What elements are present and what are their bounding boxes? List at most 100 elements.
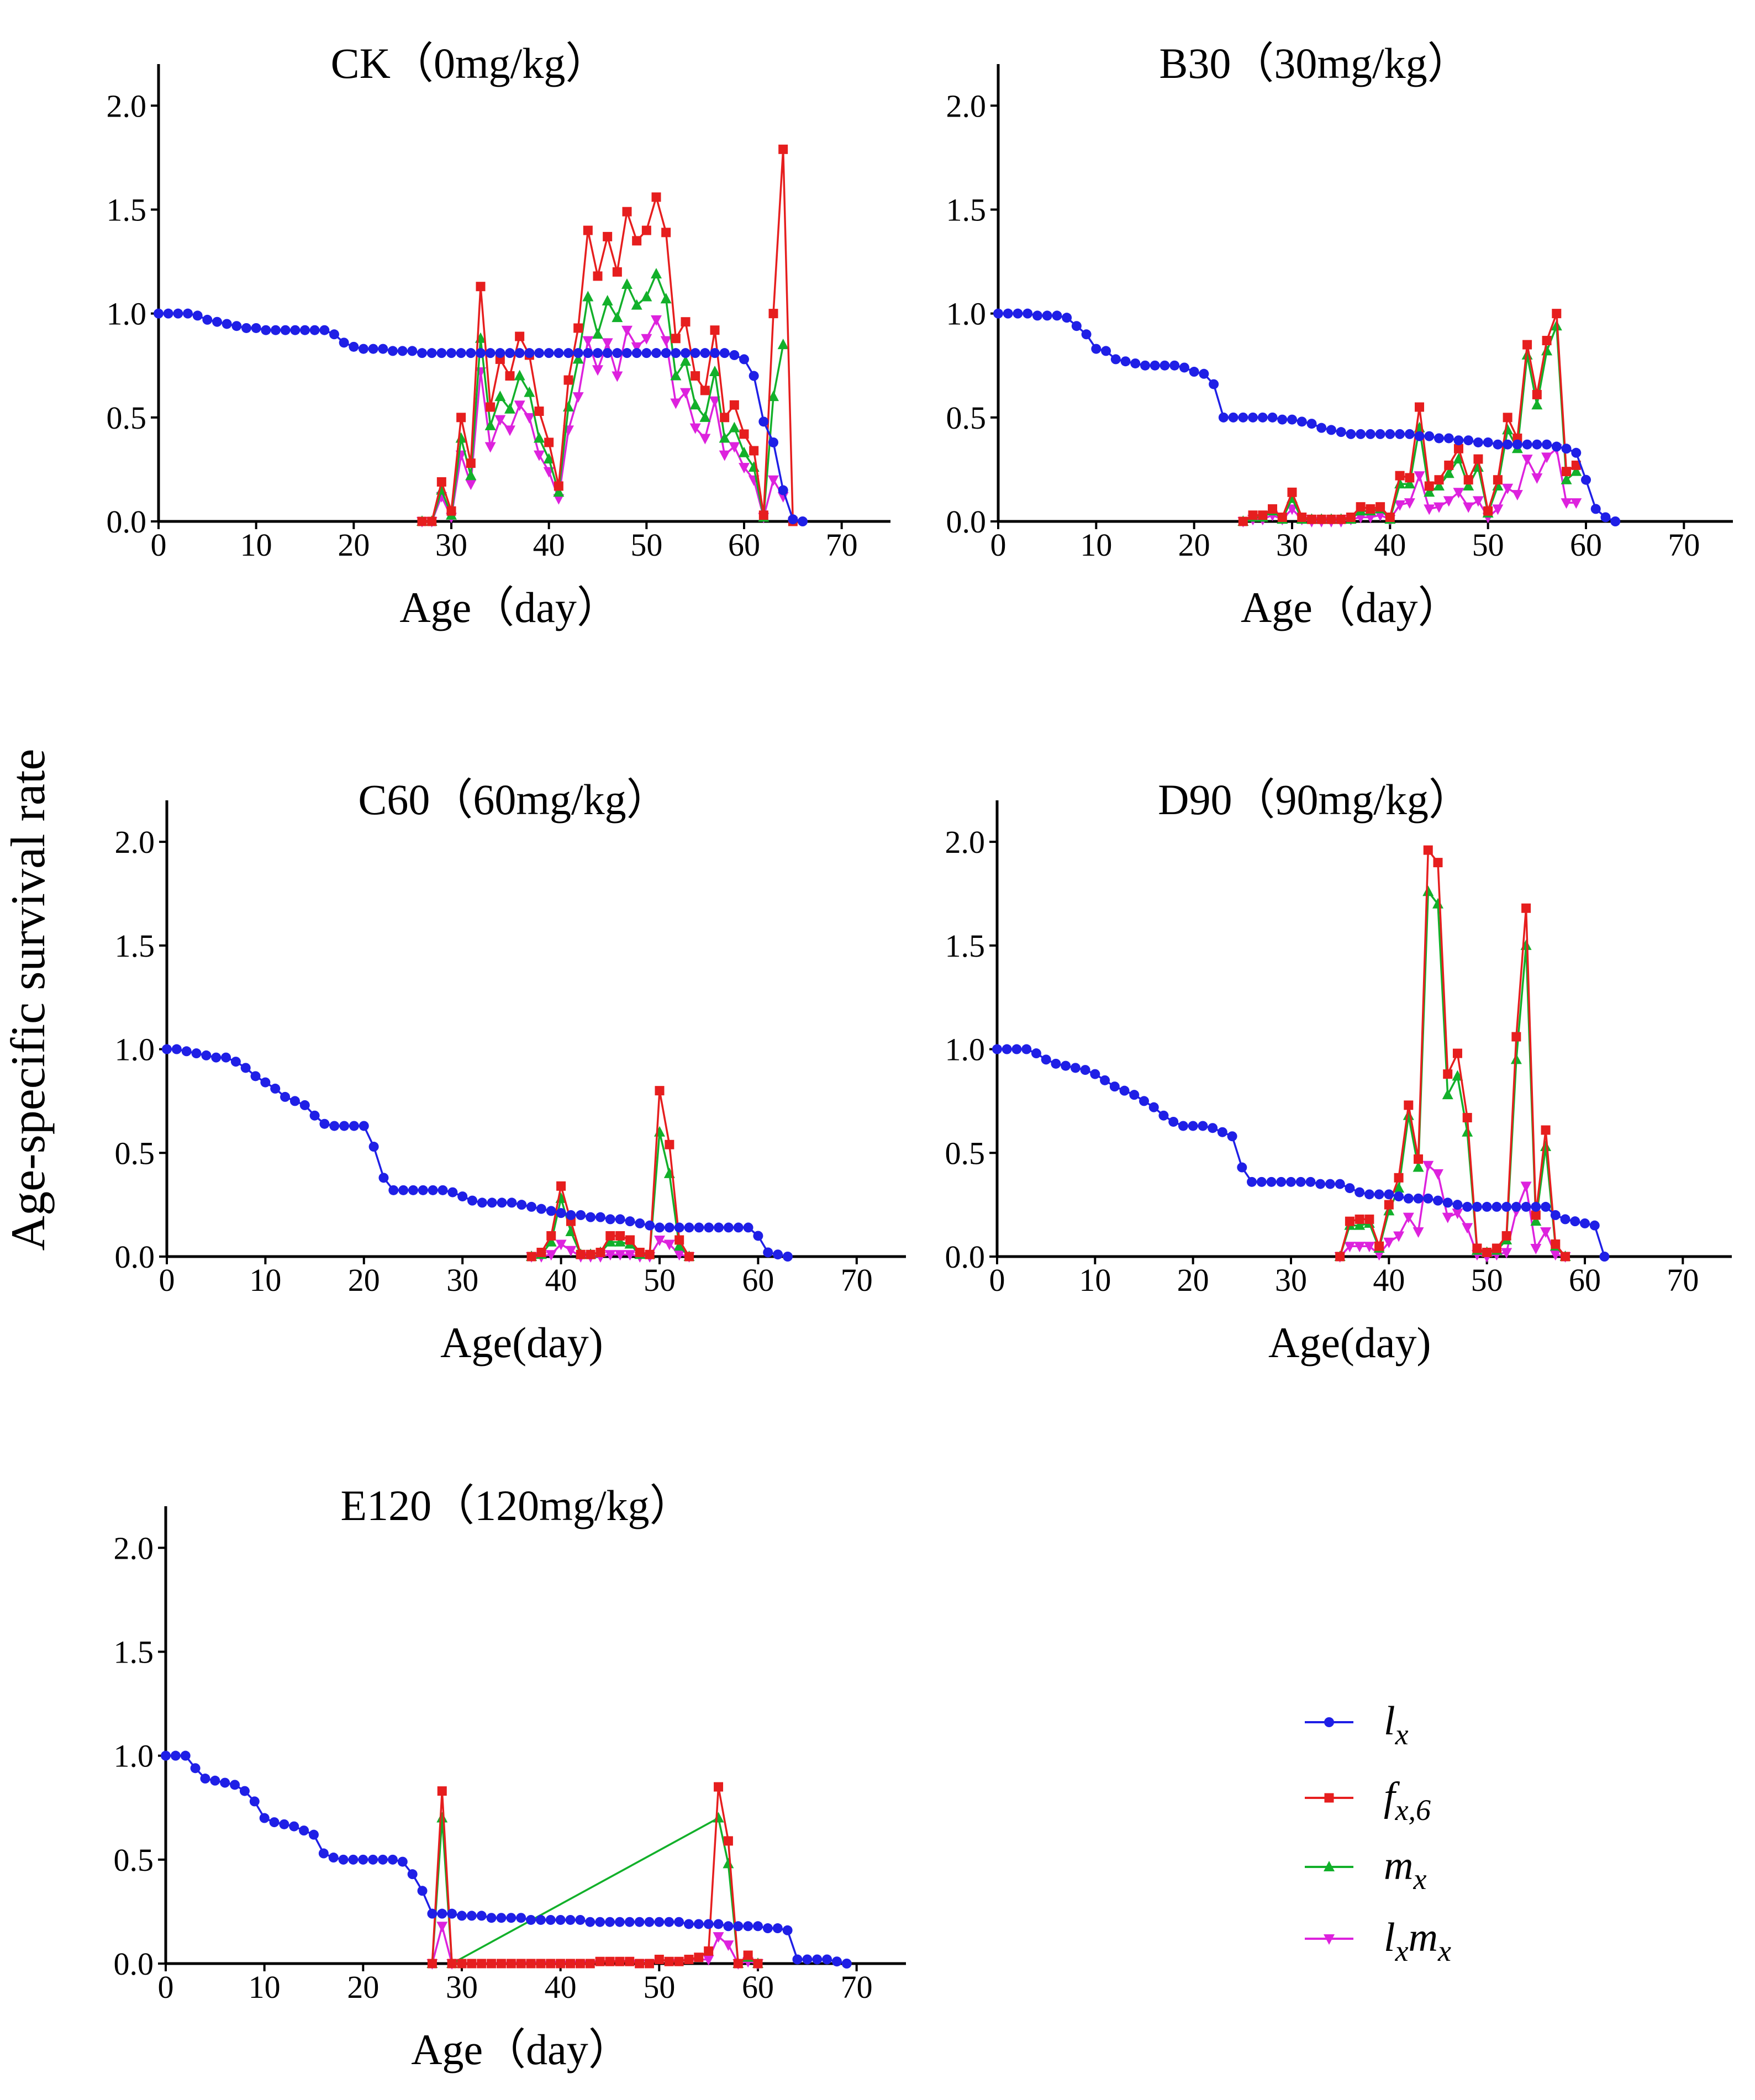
point-lxmx	[514, 400, 525, 411]
point-lx	[1267, 412, 1278, 423]
point-lx	[1199, 368, 1209, 379]
point-lx	[704, 1222, 714, 1233]
point-lx	[1238, 412, 1248, 423]
point-lx	[1042, 310, 1052, 321]
series-fx6	[1238, 309, 1581, 526]
point-lx	[1403, 1193, 1414, 1204]
point-lx	[710, 348, 720, 358]
point-lx	[171, 1044, 182, 1054]
point-lx	[644, 1917, 655, 1927]
point-lx	[1335, 1179, 1345, 1189]
x-tick-label: 0	[151, 527, 167, 563]
point-fx6	[546, 1231, 556, 1241]
point-lx	[1325, 1179, 1335, 1189]
point-lxmx	[689, 423, 701, 434]
point-lx	[1011, 1044, 1022, 1054]
point-lx	[714, 1222, 724, 1233]
point-lx	[1315, 1179, 1326, 1189]
point-mx	[1393, 1182, 1405, 1193]
point-lx	[1227, 1131, 1237, 1142]
point-fx6	[437, 1786, 447, 1796]
point-lx	[841, 1959, 852, 1969]
point-lx	[428, 1185, 438, 1195]
point-lx	[1140, 360, 1150, 371]
y-tick-label: 1.5	[114, 1634, 154, 1670]
point-mx	[1422, 885, 1434, 896]
point-lx	[1599, 1252, 1610, 1262]
point-fx6	[664, 1956, 674, 1966]
point-lx	[349, 341, 359, 352]
point-mx	[723, 1858, 734, 1869]
point-lx	[202, 314, 213, 325]
series-lxmx	[1334, 1160, 1571, 1263]
point-lx	[1355, 1187, 1365, 1197]
point-lx	[624, 1917, 635, 1927]
x-tick-label: 60	[742, 1262, 774, 1298]
point-lx	[546, 1206, 556, 1216]
point-lxmx	[1561, 498, 1572, 509]
point-lx	[555, 1914, 566, 1925]
point-mx	[660, 293, 672, 304]
point-lx	[1531, 1201, 1541, 1212]
point-lx	[241, 323, 251, 333]
point-fx6	[753, 1959, 763, 1969]
point-lx	[1101, 346, 1111, 356]
point-lx	[221, 1052, 231, 1063]
point-lx	[1570, 1216, 1580, 1227]
point-fx6	[665, 1139, 674, 1149]
point-lx	[487, 1197, 497, 1208]
point-lx	[1472, 1201, 1482, 1212]
x-tick-label: 60	[728, 527, 760, 563]
point-lx	[1306, 419, 1317, 429]
panel-title: C60（60mg/kg）	[358, 775, 669, 824]
x-tick-label: 10	[240, 527, 272, 563]
point-lx	[436, 348, 447, 358]
legend-marker	[1324, 1934, 1335, 1945]
x-axis-title: Age（day）	[1241, 583, 1461, 631]
point-fx6	[1268, 504, 1278, 514]
point-lx	[387, 1854, 398, 1865]
point-lxmx	[1531, 473, 1543, 484]
y-axis-title: Age-specific survival rate	[2, 749, 55, 1251]
point-lx	[1541, 1201, 1551, 1212]
point-lx	[1365, 429, 1375, 439]
point-lx	[1483, 437, 1493, 447]
point-lx	[1521, 1201, 1531, 1212]
point-lx	[485, 348, 496, 358]
point-lx	[1032, 310, 1042, 321]
x-tick-label: 50	[630, 527, 662, 563]
point-fx6	[1336, 514, 1346, 524]
point-fx6	[739, 429, 749, 439]
point-fx6	[1511, 1032, 1521, 1042]
legend-marker	[1324, 1861, 1335, 1871]
point-mx	[1463, 480, 1474, 491]
point-fx6	[681, 317, 691, 327]
legend-item-mx: mx	[1305, 1843, 1426, 1896]
point-lxmx	[1443, 496, 1454, 507]
point-lx	[631, 348, 642, 358]
series-fx6	[526, 1086, 694, 1262]
x-tick-label: 10	[249, 1969, 281, 2005]
point-lxmx	[582, 336, 594, 347]
point-lx	[378, 1854, 388, 1865]
point-lx	[388, 346, 398, 356]
point-lx	[1061, 1060, 1071, 1071]
point-lx	[1178, 1121, 1188, 1131]
point-mx	[1354, 1219, 1366, 1230]
point-fx6	[1415, 402, 1425, 412]
point-fx6	[554, 481, 563, 491]
x-tick-label: 30	[446, 1969, 478, 2005]
point-lx	[573, 348, 583, 358]
point-lxmx	[1404, 498, 1415, 509]
point-lx	[358, 1854, 368, 1865]
point-lx	[259, 1813, 270, 1823]
y-tick-label: 1.0	[946, 296, 987, 332]
point-lx	[1305, 1176, 1316, 1187]
point-fx6	[632, 236, 642, 246]
x-tick-label: 50	[1471, 1262, 1503, 1298]
point-fx6	[700, 386, 710, 395]
point-lxmx	[777, 492, 789, 503]
x-tick-label: 30	[435, 527, 467, 563]
legend-marker	[1324, 1717, 1334, 1727]
point-fx6	[576, 1249, 586, 1259]
